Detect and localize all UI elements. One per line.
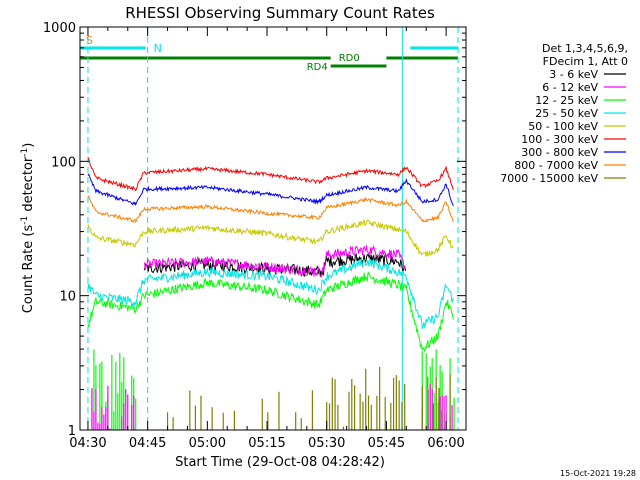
y-axis: 1 10 100 1000: [43, 21, 466, 439]
series-line-4: [87, 218, 454, 257]
flag-data-label: RD4: [307, 62, 328, 73]
x-tick-label: 05:30: [308, 436, 345, 451]
y-tick-label: 1000: [43, 21, 76, 36]
x-axis: 04:30 04:45 05:00 05:15 05:30 05:45 06:00: [69, 27, 467, 451]
series-line-2: [87, 271, 454, 353]
x-tick-label: 06:00: [427, 436, 464, 451]
vertical-markers: [87, 27, 459, 430]
x-tick-label: 04:30: [69, 436, 106, 451]
x-tick-label: 04:45: [129, 436, 166, 451]
x-tick-label: 05:15: [248, 436, 285, 451]
legend-entry-label: 800 - 7000 keV: [514, 159, 598, 172]
flag-bars: S N RD0 RD4: [80, 34, 459, 73]
y-axis-label: Count Rate (s-1 detector-1): [20, 143, 36, 314]
flag-night-label: N: [154, 42, 162, 55]
legend-header: FDecim 1, Att 0: [543, 55, 628, 68]
legend-entry-label: 3 - 6 keV: [549, 68, 598, 81]
series-line-6: [87, 173, 454, 207]
legend: Det 1,3,4,5,6,9,FDecim 1, Att 03 - 6 keV…: [500, 42, 628, 185]
y-tick-label: 1: [68, 424, 76, 439]
y-tick-label: 10: [59, 290, 76, 305]
x-axis-label: Start Time (29-Oct-08 04:28:42): [175, 455, 385, 470]
flag-data-label: RD0: [339, 53, 360, 64]
legend-entry-label: 50 - 100 keV: [528, 120, 598, 133]
legend-header: Det 1,3,4,5,6,9,: [542, 42, 628, 55]
chart-title: RHESSI Observing Summary Count Rates: [125, 4, 435, 22]
legend-entry-label: 100 - 300 keV: [521, 133, 598, 146]
x-tick-label: 05:00: [189, 436, 226, 451]
series-line-3: [87, 258, 454, 330]
legend-entry-label: 12 - 25 keV: [535, 94, 598, 107]
plot-frame: [79, 26, 467, 431]
series-group: [87, 157, 455, 430]
legend-entry-label: 6 - 12 keV: [542, 81, 598, 94]
flag-saa-label: S: [86, 34, 93, 47]
y-tick-label: 100: [51, 155, 76, 170]
series-line-1: [144, 244, 406, 278]
footer-date: 15-Oct-2021 19:28: [560, 469, 636, 478]
legend-entry-label: 25 - 50 keV: [535, 107, 598, 120]
x-tick-label: 05:45: [368, 436, 405, 451]
legend-entry-label: 300 - 800 keV: [521, 146, 598, 159]
series-line-7: [87, 195, 454, 224]
series-line-5: [87, 157, 454, 192]
legend-entry-label: 7000 - 15000 keV: [500, 172, 598, 185]
